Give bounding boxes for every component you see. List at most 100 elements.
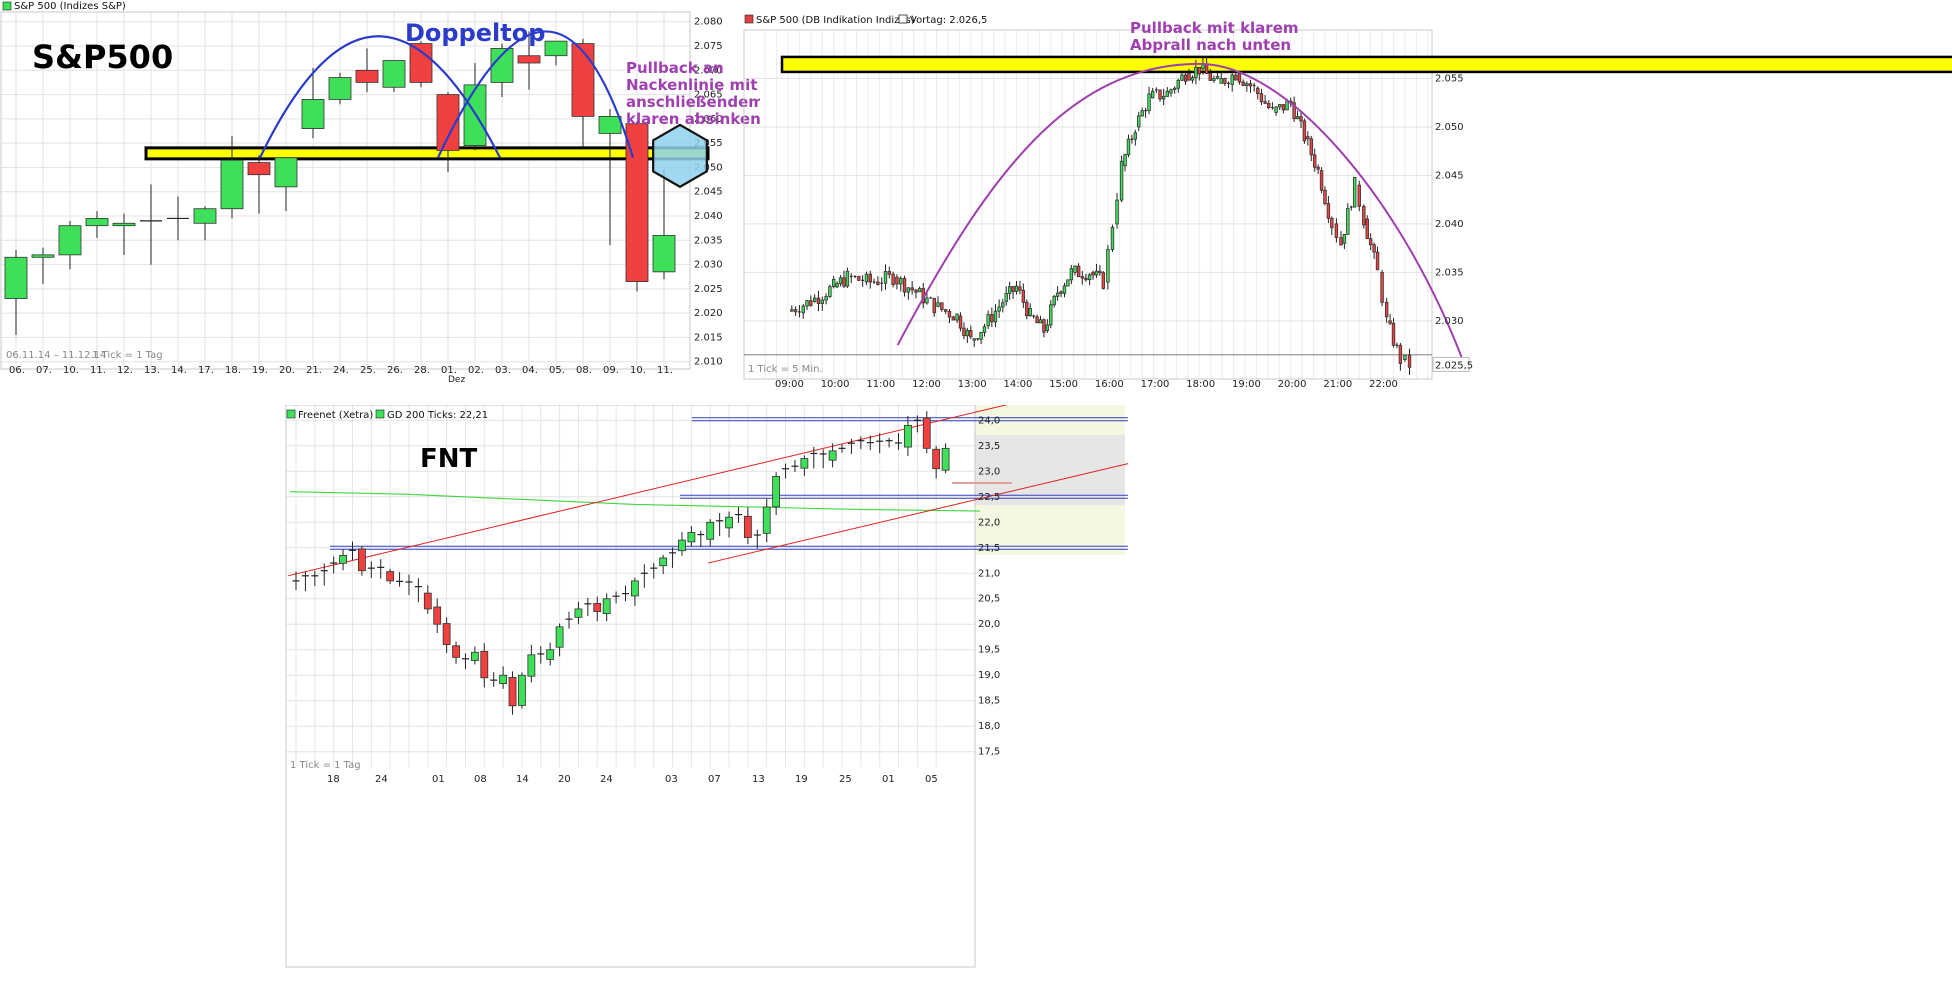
- spx-daily-candles: [4, 31, 676, 335]
- candle-body: [762, 506, 771, 534]
- y-tick-label: 2.030: [1435, 316, 1464, 327]
- y-tick-label: 19,0: [978, 670, 1000, 681]
- candle-body: [247, 162, 271, 176]
- candle-body: [982, 326, 987, 333]
- candle-body: [508, 677, 517, 707]
- x-tick-label: 20: [558, 774, 571, 785]
- candle-body: [544, 40, 568, 57]
- candle-body: [1059, 291, 1063, 294]
- candle-body: [1372, 244, 1376, 253]
- candle-body: [480, 650, 489, 679]
- candle-body: [1319, 170, 1324, 191]
- spx-intraday-resistance-band: [780, 55, 1952, 74]
- candle-body: [1176, 79, 1180, 89]
- candle-body: [1274, 106, 1278, 113]
- y-tick-label: 2.035: [1435, 267, 1464, 278]
- candle-body: [1194, 66, 1198, 78]
- candle-body: [936, 302, 940, 307]
- candle-body: [1018, 286, 1022, 291]
- candle-body: [574, 608, 583, 618]
- x-tick-label: 20:00: [1278, 379, 1307, 390]
- candle-body: [490, 48, 514, 83]
- x-tick-label: 24: [600, 774, 613, 785]
- fnt-resistance-levels: [330, 417, 1128, 550]
- x-tick-label: 10.: [63, 365, 79, 376]
- candle-body: [955, 313, 959, 321]
- candle-body: [816, 297, 821, 304]
- candle-body: [993, 310, 998, 323]
- spx-intraday-footer-tick: 1 Tick = 5 Min.: [748, 364, 823, 375]
- fnt-title: FNT: [420, 444, 478, 474]
- candle-body: [1306, 136, 1310, 140]
- candle-body: [932, 297, 936, 314]
- candle-body: [1066, 279, 1070, 287]
- x-tick-label: 09:00: [775, 379, 804, 390]
- candle-body: [1042, 319, 1046, 333]
- fnt-channel-upper: [287, 405, 1008, 577]
- candle-body: [1080, 276, 1085, 279]
- candle-body: [1169, 89, 1173, 94]
- candle-body: [1014, 285, 1019, 292]
- candle-body: [1011, 286, 1015, 292]
- candle-body: [1295, 116, 1300, 120]
- y-tick-label: 24,0: [978, 415, 1000, 426]
- candle-body: [328, 77, 352, 100]
- candle-body: [1137, 115, 1141, 128]
- candle-body: [1062, 285, 1067, 294]
- candle-body: [355, 69, 379, 83]
- candle-body: [1161, 95, 1166, 100]
- spx-daily-footer-range: 06.11.14 – 11.12.14: [6, 350, 106, 361]
- candle-body: [687, 532, 696, 543]
- candle-body: [555, 626, 564, 648]
- x-tick-label: 08.: [576, 365, 592, 376]
- x-tick-label: 03.: [495, 365, 511, 376]
- candle-body: [1007, 286, 1012, 294]
- x-tick-label: 14.: [171, 365, 187, 376]
- candle-body: [358, 548, 366, 572]
- candle-body: [1281, 104, 1286, 111]
- candle-body: [828, 286, 832, 297]
- candle-body: [725, 516, 733, 529]
- candle-body: [1398, 344, 1403, 364]
- x-tick-label: 15:00: [1049, 379, 1078, 390]
- candle-body: [631, 580, 639, 597]
- candle-body: [1391, 322, 1396, 346]
- x-tick-label: 02.: [468, 365, 484, 376]
- x-tick-label: 24.: [333, 365, 349, 376]
- candle-body: [1339, 237, 1343, 246]
- candle-body: [1126, 138, 1131, 156]
- candle-body: [1407, 354, 1412, 368]
- candle-body: [838, 277, 843, 285]
- y-tick-label: 19,5: [978, 645, 1000, 656]
- candle-body: [518, 674, 526, 706]
- candle-body: [546, 649, 555, 660]
- spx-daily-plot-frame: [0, 11, 691, 370]
- doppeltop-arc-1: [259, 35, 501, 159]
- candle-body: [891, 273, 895, 285]
- candle-body: [1326, 203, 1331, 219]
- x-tick-label: 21:00: [1323, 379, 1352, 390]
- x-tick-label: 17.: [198, 365, 214, 376]
- x-tick-label: 16:00: [1095, 379, 1124, 390]
- y-tick-label: 2.080: [694, 17, 723, 28]
- x-tick-label: 09.: [603, 365, 619, 376]
- x-tick-label: 13:00: [958, 379, 987, 390]
- candle-body: [809, 300, 813, 306]
- x-tick-label: 21.: [306, 365, 322, 376]
- candle-body: [832, 278, 836, 288]
- spx-daily-neckline-band: [144, 146, 710, 161]
- candle-body: [1190, 77, 1195, 81]
- x-tick-label: 12:00: [912, 379, 941, 390]
- candle-body: [772, 475, 781, 508]
- candle-body: [876, 281, 880, 285]
- candle-body: [1133, 132, 1138, 140]
- fnt-y-ticks: 24,0 23,5 23,0 22,5 22,0 21,5 21,0 20,5 20,0 19,5…: [978, 415, 1000, 757]
- candle-body: [1241, 81, 1245, 86]
- candle-body: [910, 287, 914, 291]
- candle-body: [1384, 301, 1389, 318]
- candle-body: [1352, 176, 1357, 208]
- candle-body: [58, 225, 82, 256]
- candle-body: [1208, 73, 1212, 81]
- candle-body: [1237, 73, 1242, 83]
- y-tick-label: 23,5: [978, 441, 1000, 452]
